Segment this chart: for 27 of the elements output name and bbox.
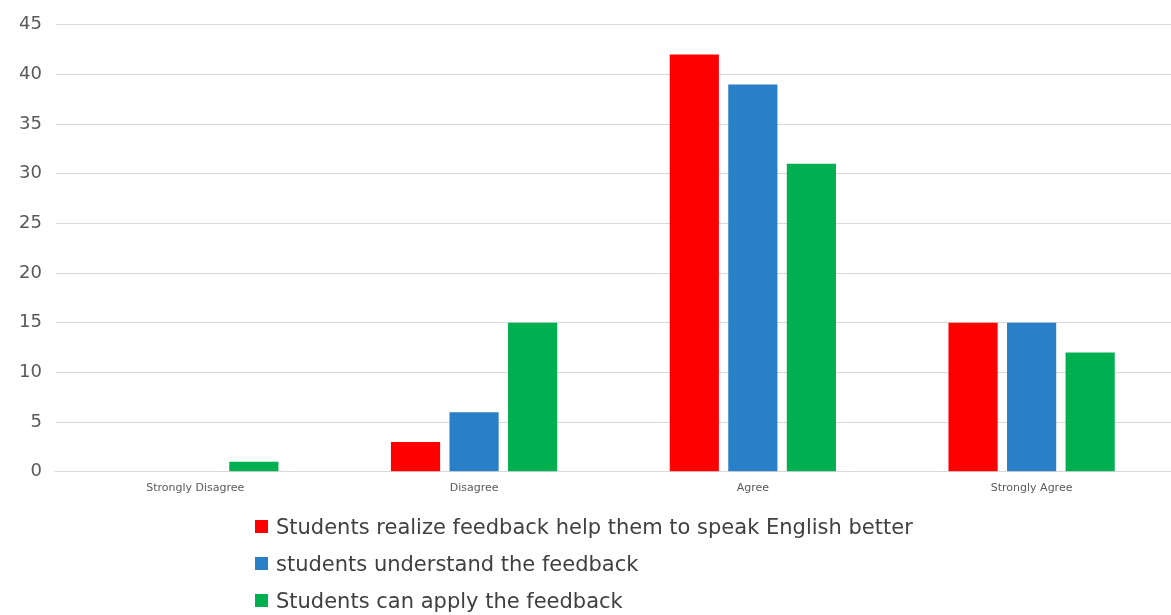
bar [1065,352,1115,472]
bar [229,461,279,472]
legend-label: students understand the feedback [276,551,639,576]
y-tick-label: 5 [30,409,42,431]
bar [669,54,719,472]
x-tick-label: Disagree [449,481,499,495]
bar [390,442,441,472]
bar [728,84,778,472]
y-tick-label: 15 [19,310,42,332]
y-tick-label: 30 [19,161,42,183]
bar [948,322,998,472]
x-tick-label: Strongly Disagree [146,481,245,495]
y-tick-label: 10 [19,360,42,382]
y-tick-label: 40 [19,62,42,84]
x-tick-label: Agree [736,481,770,495]
x-tick-label: Strongly Agree [990,481,1073,495]
y-tick-label: 35 [19,111,42,133]
bar [449,412,499,472]
legend-label: Students can apply the feedback [276,588,623,613]
y-tick-label: 25 [19,211,42,233]
y-tick-label: 0 [30,459,42,481]
bar [508,322,558,472]
bar [1007,322,1057,472]
y-tick-label: 20 [19,260,42,282]
y-tick-label: 45 [19,12,42,34]
bar [786,163,836,472]
legend-label: Students realize feedback help them to speak English better [276,514,913,539]
